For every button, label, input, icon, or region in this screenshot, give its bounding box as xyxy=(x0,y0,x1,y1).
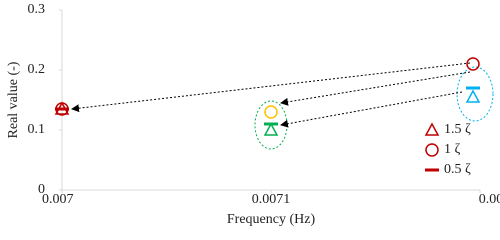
legend-label: 0.5 ζ xyxy=(444,162,471,177)
y-tick-label: 0.3 xyxy=(28,2,46,17)
data-point xyxy=(263,122,279,136)
arrow xyxy=(71,62,471,113)
x-tick-label: 0.007 xyxy=(42,192,74,207)
arrow xyxy=(280,91,463,128)
x-tick-label: 0.0071 xyxy=(252,192,291,207)
legend-label: 1 ζ xyxy=(444,142,461,157)
legend-marker xyxy=(424,122,440,136)
data-point xyxy=(466,57,480,71)
y-tick-label: 0 xyxy=(38,182,45,197)
data-point xyxy=(465,89,481,103)
legend-marker xyxy=(425,143,439,157)
legend-label: 1.5 ζ xyxy=(444,122,471,137)
x-axis-label: Frequency (Hz) xyxy=(227,212,316,227)
arrow xyxy=(280,71,471,106)
y-tick-label: 0.1 xyxy=(28,122,46,137)
y-tick-label: 0.2 xyxy=(28,62,46,77)
y-axis-label: Real value (-) xyxy=(6,61,21,138)
data-point xyxy=(264,105,278,119)
x-tick-label: 0.0072 xyxy=(479,192,500,207)
highlight-ellipse xyxy=(456,66,494,122)
